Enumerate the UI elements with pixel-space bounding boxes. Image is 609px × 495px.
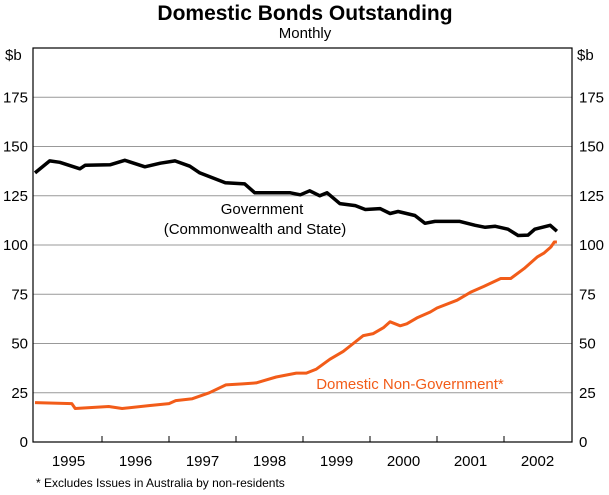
y-tick-label-left: 25 xyxy=(11,385,28,402)
y-tick-label-left: 50 xyxy=(11,336,28,353)
x-tick-label: 2002 xyxy=(521,453,554,470)
x-tick-label: 2001 xyxy=(454,453,487,470)
y-tick-label-right: 50 xyxy=(579,336,596,353)
y-tick-label-left: 150 xyxy=(3,139,28,156)
series-line-non-government xyxy=(34,240,557,410)
x-tick-label: 2000 xyxy=(387,453,420,470)
x-tick-label: 1996 xyxy=(119,453,152,470)
y-axis-label-right: $b xyxy=(577,47,594,64)
y-tick-label-right: 0 xyxy=(579,434,587,451)
y-tick-label-right: 125 xyxy=(579,188,604,205)
x-tick-label: 1998 xyxy=(253,453,286,470)
x-tick-label: 1997 xyxy=(186,453,219,470)
axis-ticks: 0 0 25 25 50 50 75 75 100 100 125 125 150 150 175 175 19… xyxy=(3,89,604,470)
government-sublabel: (Commonwealth and State) xyxy=(164,221,347,238)
plot-frame xyxy=(32,47,573,443)
x-tick-label: 1995 xyxy=(52,453,85,470)
y-tick-label-left: 125 xyxy=(3,188,28,205)
y-tick-label-left: 75 xyxy=(11,286,28,303)
y-tick-label-left: 100 xyxy=(3,237,28,254)
x-tick-label: 1999 xyxy=(320,453,353,470)
non-government-label: Domestic Non-Government* xyxy=(316,376,504,393)
y-tick-label-right: 75 xyxy=(579,286,596,303)
gridlines xyxy=(33,96,572,394)
series-lines xyxy=(33,158,559,410)
y-tick-label-left: 175 xyxy=(3,89,28,106)
series-line-government xyxy=(33,158,559,238)
y-tick-label-left: 0 xyxy=(20,434,28,451)
y-tick-label-right: 100 xyxy=(579,237,604,254)
y-axis-label-left: $b xyxy=(5,47,22,64)
chart-subtitle: Monthly xyxy=(279,25,332,42)
y-tick-label-right: 25 xyxy=(579,385,596,402)
footnote: * Excludes Issues in Australia by non-re… xyxy=(36,476,285,490)
chart-title: Domestic Bonds Outstanding xyxy=(157,2,452,25)
y-tick-label-right: 175 xyxy=(579,89,604,106)
government-label: Government xyxy=(221,201,304,218)
y-tick-label-right: 150 xyxy=(579,139,604,156)
